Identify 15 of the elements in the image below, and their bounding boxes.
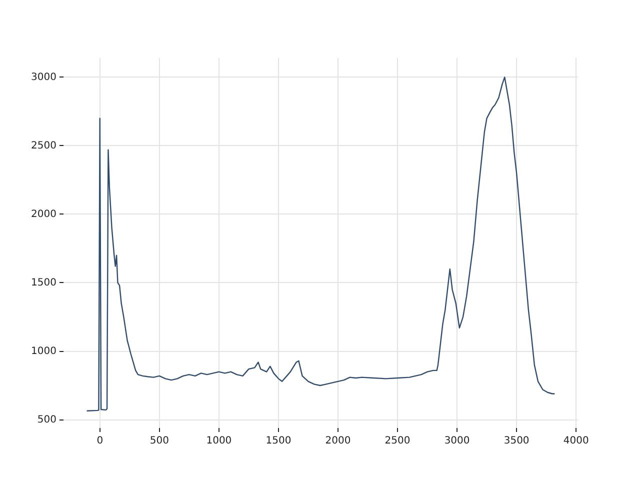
y-tick-label: 2000 — [30, 208, 56, 220]
y-tick-label: 2500 — [30, 140, 56, 152]
y-tick-label: 3000 — [30, 72, 56, 83]
x-tick-label: 3500 — [504, 436, 530, 447]
y-tick-label: 1000 — [30, 346, 56, 357]
y-tick-label: 1500 — [30, 277, 56, 288]
x-tick-label: 500 — [150, 436, 169, 447]
x-tick-label: 1000 — [206, 436, 232, 447]
x-tick-label: 4000 — [563, 436, 589, 447]
x-tick-label: 1500 — [266, 436, 292, 447]
x-tick-label: 3000 — [444, 436, 470, 447]
x-tick-label: 2000 — [325, 436, 351, 447]
x-tick-label: 0 — [96, 436, 104, 447]
y-tick-label: 500 — [37, 414, 56, 426]
x-tick-label: 2500 — [384, 436, 410, 447]
